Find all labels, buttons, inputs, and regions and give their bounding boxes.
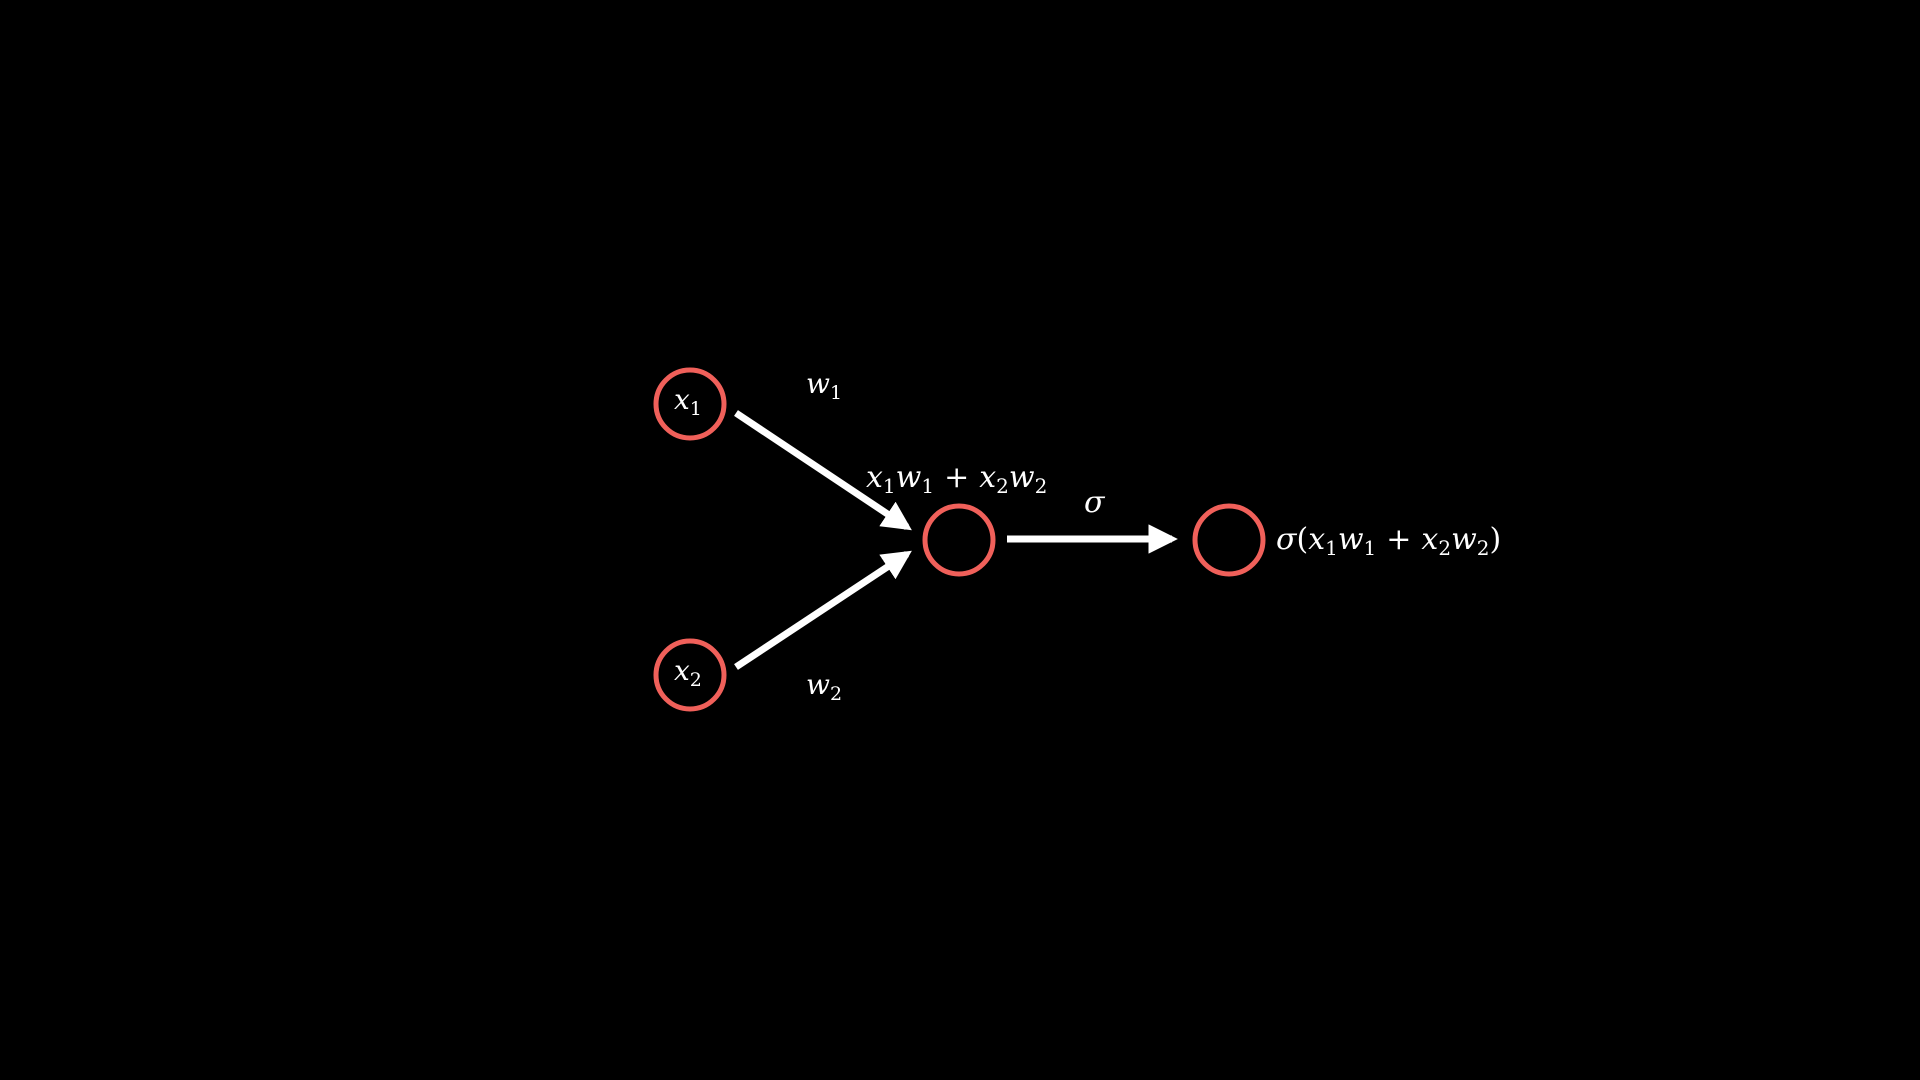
edge-x2-to-sum: [734, 550, 912, 670]
output-node: [1192, 503, 1266, 577]
input-node-x2: [653, 638, 727, 712]
input-node-x1-label: x1: [674, 383, 702, 420]
activation-sigma-label: σ: [1084, 485, 1106, 520]
input-node-x1: [653, 367, 727, 441]
output-expression-label: σ(x1w1 + x2w2): [1276, 522, 1501, 560]
sum-node: [922, 503, 996, 577]
edge-x1-to-sum: [734, 410, 912, 531]
weight-w2-label: w2: [806, 668, 842, 705]
weighted-sum-label: x1w1 + x2w2: [866, 460, 1047, 498]
input-node-x2-label: x2: [674, 654, 702, 691]
weight-w1-label: w1: [806, 367, 842, 404]
